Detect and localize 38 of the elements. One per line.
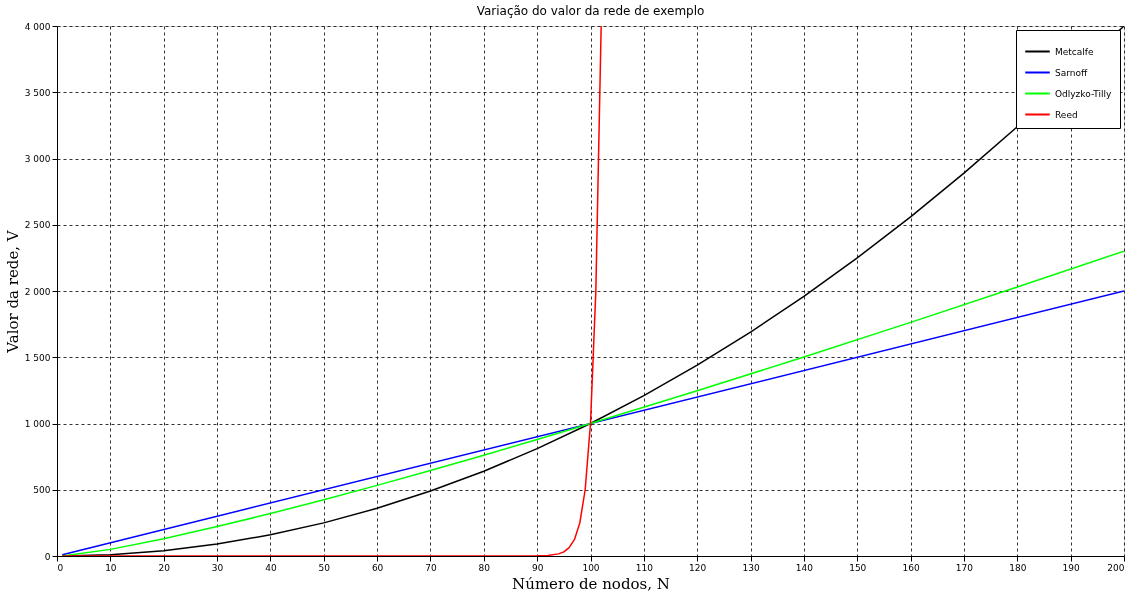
y-tick-label: 2 000 xyxy=(24,286,51,297)
x-tick-label: 0 xyxy=(57,562,64,573)
y-tick-label: 3 500 xyxy=(24,87,51,98)
x-tick-label: 120 xyxy=(689,562,707,573)
y-tick-label: 0 xyxy=(44,551,51,562)
x-axis-title: Número de nodos, N xyxy=(512,574,670,593)
legend-label: Reed xyxy=(1055,109,1078,120)
x-tick-label: 60 xyxy=(371,562,384,573)
y-tick-label: 4 000 xyxy=(24,21,51,32)
x-tick-label: 100 xyxy=(582,562,600,573)
x-tick-label: 80 xyxy=(478,562,491,573)
legend-label: Sarnoff xyxy=(1055,67,1088,78)
chart-title: Variação do valor da rede de exemplo xyxy=(476,4,705,18)
x-tick-label: 50 xyxy=(318,562,331,573)
x-tick-label: 20 xyxy=(158,562,171,573)
y-axis-title: Valor da rede, V xyxy=(3,229,22,354)
x-tick-label: 90 xyxy=(531,562,544,573)
x-tick-label: 10 xyxy=(105,562,117,573)
x-tick-label: 170 xyxy=(955,562,974,573)
x-tick-label: 200 xyxy=(1107,562,1125,573)
y-tick-label: 1 500 xyxy=(24,352,51,363)
x-tick-label: 70 xyxy=(425,562,437,573)
x-tick-label: 130 xyxy=(742,562,760,573)
x-tick-label: 30 xyxy=(211,562,224,573)
x-tick-label: 190 xyxy=(1062,562,1081,573)
x-tick-label: 150 xyxy=(849,562,867,573)
x-tick-label: 40 xyxy=(265,562,277,573)
y-tick-label: 3 000 xyxy=(24,154,51,164)
x-tick-label: 160 xyxy=(902,562,920,573)
y-tick-label: 1 000 xyxy=(24,419,51,429)
line-series xyxy=(61,26,602,556)
y-tick-label: 2 500 xyxy=(24,220,51,231)
legend-label: Odlyzko-Tilly xyxy=(1055,88,1113,99)
x-tick-label: 140 xyxy=(795,562,814,573)
legend-label: Metcalfe xyxy=(1055,46,1094,57)
x-tick-label: 110 xyxy=(635,562,654,573)
x-tick-label: 180 xyxy=(1009,562,1027,573)
y-tick-label: 500 xyxy=(33,485,51,496)
